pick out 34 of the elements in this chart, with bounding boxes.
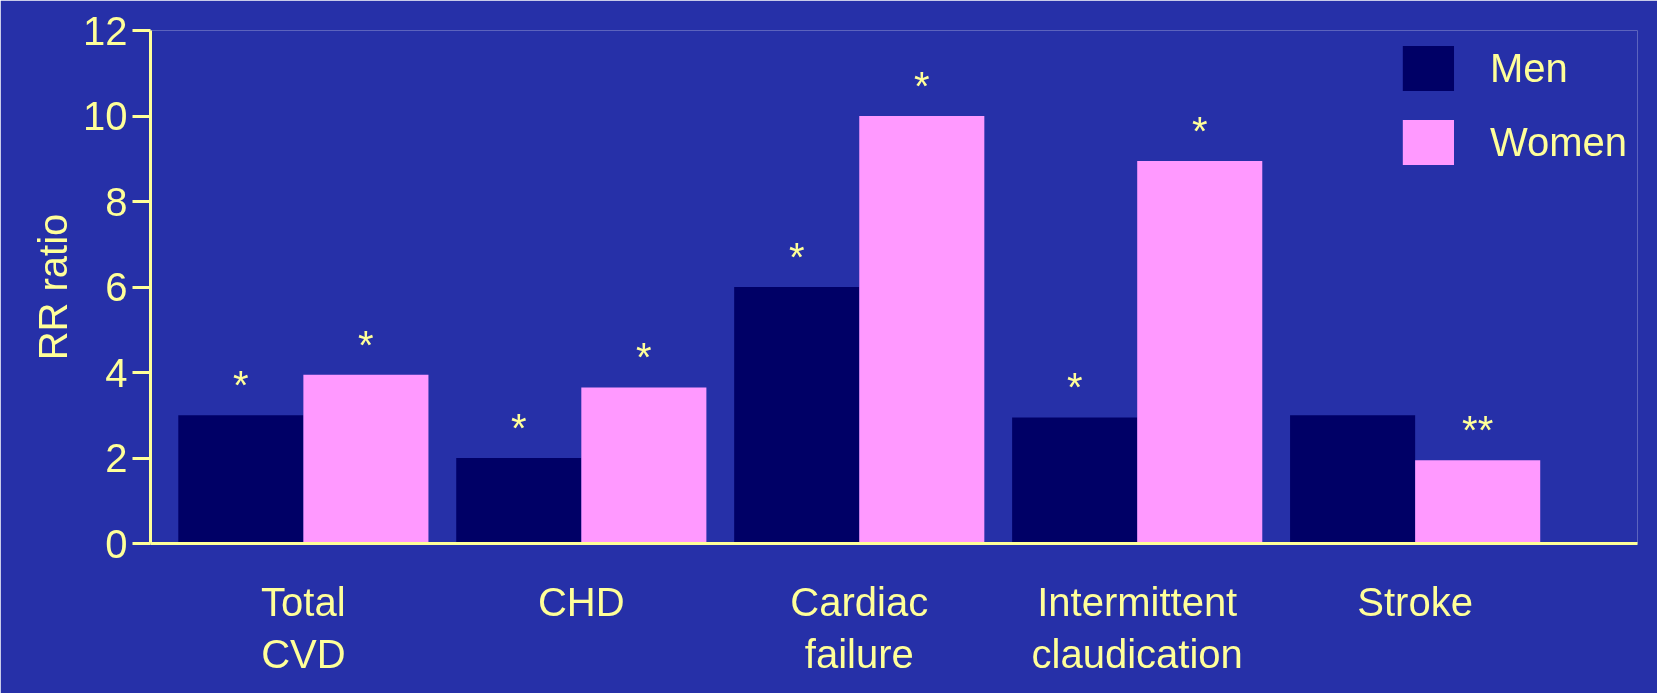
y-tick-label: 12: [83, 8, 128, 53]
y-tick-label: 4: [105, 350, 128, 395]
x-tick-label: Stroke: [1357, 579, 1473, 624]
annotation: *: [788, 235, 805, 279]
bar: [734, 287, 860, 544]
annotation: *: [358, 322, 374, 367]
bar: [1415, 460, 1541, 544]
y-tick-label: 2: [105, 436, 128, 480]
bar: [1137, 160, 1263, 544]
legend-label: Women: [1489, 119, 1627, 165]
bar: [581, 387, 707, 544]
y-tick-label: 8: [105, 179, 128, 224]
y-axis-title: RR ratio: [31, 213, 76, 361]
bar: [303, 374, 429, 544]
y-tick-label: 0: [105, 521, 128, 566]
bar: [456, 458, 582, 544]
annotation: *: [510, 406, 527, 450]
bar: [1012, 417, 1138, 544]
x-tick-label: Total CVD: [261, 579, 346, 677]
annotation: *: [1066, 365, 1083, 410]
y-tick-label: 10: [83, 94, 128, 138]
annotation: *: [1191, 108, 1208, 153]
legend-label: Men: [1489, 45, 1568, 91]
annotation: *: [636, 335, 652, 380]
annotation: *: [233, 363, 249, 408]
annotation: **: [1462, 408, 1494, 453]
bar: [1290, 415, 1416, 544]
y-tick-label: 6: [105, 265, 128, 309]
bar: [859, 116, 985, 544]
x-tick-label: Cardiac failure: [790, 579, 929, 677]
x-tick-label: Intermittent claudication: [1031, 579, 1243, 677]
annotation: *: [914, 64, 930, 108]
x-tick-label: CHD: [537, 579, 625, 624]
bar: [178, 415, 304, 544]
